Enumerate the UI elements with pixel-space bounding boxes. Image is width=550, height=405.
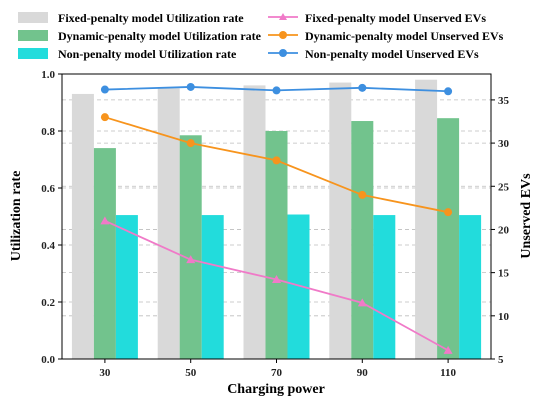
legend-label-dynamic-unserved: Dynamic-penalty model Unserved EVs [305, 29, 504, 43]
point-series-1-0 [100, 113, 109, 122]
bar-series-1-0 [93, 148, 116, 359]
y-tick-left-label-4: 0.8 [41, 126, 55, 138]
y-ticks-left: 0.0 0.2 0.4 0.6 0.8 1.0 [41, 69, 62, 366]
bar-series-2-0 [115, 215, 138, 359]
point-series-2-3 [358, 83, 367, 92]
legend-label-fixed-util: Fixed-penalty model Utilization rate [58, 11, 244, 25]
point-series-1-1 [186, 139, 195, 148]
y-ticks-right: 5 10 15 20 25 30 35 [491, 95, 510, 366]
lines [100, 82, 453, 354]
y-tick-right-label-0: 5 [498, 354, 504, 366]
y-tick-right-label-1: 10 [498, 311, 510, 323]
legend-marker-dynamic-unserved [279, 31, 287, 39]
x-ticks: 30 50 70 90 110 [99, 359, 457, 379]
bar-series-0-1 [157, 88, 180, 359]
legend-label-fixed-unserved: Fixed-penalty model Unserved EVs [305, 11, 486, 25]
point-series-1-3 [358, 190, 367, 199]
legend-swatch-fixed-util [18, 12, 48, 23]
bar-series-1-2 [265, 131, 288, 359]
bar-series-1-1 [179, 135, 202, 359]
y-tick-right-label-5: 30 [498, 138, 510, 150]
legend-marker-non-unserved [279, 49, 287, 57]
bar-series-2-3 [373, 215, 396, 359]
legend-swatch-non-util [18, 48, 48, 59]
legend-swatch-dynamic-util [18, 30, 48, 41]
x-tick-label-3: 90 [357, 367, 369, 379]
bar-series-0-0 [71, 93, 94, 359]
point-series-2-0 [100, 85, 109, 94]
point-series-0-2 [272, 275, 281, 284]
bar-series-2-1 [201, 215, 224, 359]
bars [71, 79, 482, 360]
y-tick-right-label-2: 15 [498, 268, 510, 280]
point-series-2-2 [272, 86, 281, 95]
x-tick-label-2: 70 [271, 367, 283, 379]
point-series-1-2 [272, 156, 281, 165]
x-tick-label-1: 50 [185, 367, 197, 379]
bar-series-0-2 [243, 85, 266, 360]
y-tick-left-label-1: 0.2 [41, 297, 55, 309]
y-axis-title-left: Utilization rate [9, 171, 24, 262]
legend-label-non-util: Non-penalty model Utilization rate [58, 47, 237, 61]
y-tick-left-label-5: 1.0 [41, 69, 55, 81]
point-series-0-0 [100, 216, 110, 225]
y-tick-left-label-3: 0.6 [41, 183, 55, 195]
x-tick-label-0: 30 [99, 367, 111, 379]
y-tick-left-label-2: 0.4 [41, 240, 55, 252]
x-axis-title: Charging power [227, 382, 325, 397]
bar-series-1-4 [437, 118, 460, 359]
point-series-2-4 [444, 87, 453, 96]
bar-series-2-4 [459, 215, 482, 359]
y-tick-right-label-6: 35 [498, 95, 510, 107]
y-tick-left-label-0: 0.0 [41, 354, 55, 366]
bar-series-1-3 [351, 121, 374, 360]
bar-series-2-2 [287, 214, 310, 359]
y-tick-right-label-4: 25 [498, 181, 510, 193]
point-series-0-3 [357, 298, 367, 307]
point-series-0-4 [443, 345, 453, 354]
y-axis-title-right: Unserved EVs [519, 173, 534, 259]
legend: Fixed-penalty model Utilization rate Dyn… [18, 11, 504, 61]
legend-marker-fixed-unserved [279, 13, 287, 20]
y-tick-right-label-3: 20 [498, 224, 510, 236]
bar-series-0-4 [415, 79, 438, 359]
bar-series-0-3 [329, 82, 352, 360]
point-series-0-1 [186, 255, 196, 264]
legend-label-non-unserved: Non-penalty model Unserved EVs [305, 47, 479, 61]
point-series-1-4 [444, 208, 453, 217]
x-tick-label-4: 110 [440, 367, 456, 379]
legend-label-dynamic-util: Dynamic-penalty model Utilization rate [58, 29, 262, 43]
point-series-2-1 [186, 82, 195, 91]
